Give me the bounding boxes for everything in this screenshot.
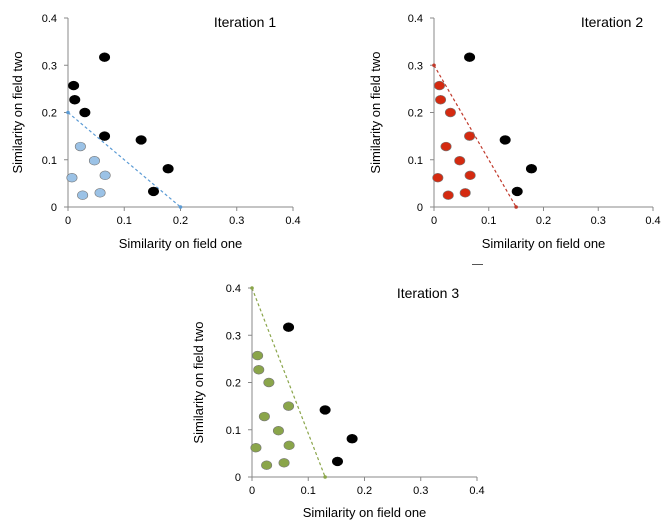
data-point bbox=[74, 141, 86, 152]
data-point bbox=[79, 107, 91, 118]
y-axis-label: Similarity on field two bbox=[10, 51, 25, 173]
chart-iteration-2: 0 0.1 0.2 0.3 0.4 0 0.1 0.2 0.3 0.4 Similarity on … bbox=[368, 13, 661, 251]
data-point bbox=[346, 434, 358, 444]
data-point bbox=[99, 131, 111, 141]
y-tick-label: 0.4 bbox=[42, 13, 57, 25]
x-tick-label: 0.4 bbox=[469, 485, 484, 497]
data-point bbox=[69, 95, 81, 105]
boundary-line-endpoint bbox=[250, 286, 254, 290]
data-point bbox=[331, 456, 343, 467]
x-tick-label: 0 bbox=[65, 215, 71, 227]
y-tick-label: 0.3 bbox=[408, 60, 423, 72]
y-tick-label: 0.4 bbox=[226, 283, 241, 295]
data-point bbox=[278, 458, 290, 468]
data-point bbox=[162, 164, 174, 174]
data-point bbox=[464, 131, 476, 141]
data-point bbox=[258, 411, 270, 422]
data-point bbox=[94, 188, 106, 198]
data-point bbox=[433, 80, 445, 91]
data-point bbox=[442, 190, 454, 200]
data-point bbox=[263, 377, 275, 388]
data-point bbox=[319, 405, 331, 415]
boundary-line-endpoint bbox=[514, 205, 518, 209]
boundary-line-endpoint bbox=[66, 110, 70, 115]
y-tick-label: 0.3 bbox=[42, 60, 57, 72]
boundary-line-endpoint bbox=[432, 63, 436, 68]
data-point bbox=[464, 52, 476, 62]
x-tick-label: 0.1 bbox=[481, 215, 496, 227]
chart-iteration-3: 0 0.1 0.2 0.3 0.4 0 0.1 0.2 0.3 0.4 Similarity on … bbox=[191, 283, 485, 520]
x-axis-label: Similarity on field one bbox=[119, 236, 243, 251]
chart-title: Iteration 3 bbox=[397, 285, 459, 301]
boundary-line bbox=[67, 112, 181, 208]
y-tick-label: 0.1 bbox=[42, 155, 57, 167]
data-point bbox=[99, 52, 111, 62]
data-point bbox=[464, 170, 476, 181]
data-point bbox=[454, 155, 466, 166]
x-tick-label: 0.2 bbox=[173, 215, 188, 227]
y-tick-label: 0.1 bbox=[408, 155, 423, 167]
y-tick-label: 0 bbox=[51, 202, 57, 214]
boundary-line-endpoint bbox=[178, 205, 183, 209]
data-point bbox=[68, 80, 80, 91]
y-tick-label: 0.2 bbox=[42, 108, 57, 120]
data-point bbox=[459, 188, 471, 198]
x-axis-label: Similarity on field one bbox=[303, 505, 427, 520]
data-point bbox=[250, 443, 262, 453]
y-axis-label: Similarity on field two bbox=[368, 51, 383, 173]
data-point bbox=[440, 141, 452, 152]
data-point bbox=[283, 440, 295, 451]
x-tick-label: 0 bbox=[431, 215, 437, 227]
data-point bbox=[272, 425, 284, 436]
data-point bbox=[435, 95, 447, 105]
data-point bbox=[148, 186, 160, 197]
x-axis-label: Similarity on field one bbox=[482, 236, 606, 251]
y-tick-label: 0.1 bbox=[226, 425, 241, 437]
x-tick-label: 0.1 bbox=[301, 485, 316, 497]
data-point bbox=[525, 164, 537, 174]
x-tick-label: 0.1 bbox=[117, 215, 132, 227]
y-axis-label: Similarity on field two bbox=[191, 321, 206, 443]
y-tick-label: 0.2 bbox=[408, 108, 423, 120]
y-tick-label: 0.2 bbox=[226, 378, 241, 390]
y-tick-label: 0.3 bbox=[226, 330, 241, 342]
data-point bbox=[253, 365, 265, 375]
data-point bbox=[283, 322, 295, 332]
chart-title: Iteration 1 bbox=[214, 14, 276, 30]
x-tick-label: 0.2 bbox=[357, 485, 372, 497]
data-point bbox=[252, 350, 264, 361]
data-point bbox=[135, 135, 147, 145]
x-tick-label: 0.3 bbox=[591, 215, 606, 227]
data-point bbox=[499, 135, 511, 145]
data-point bbox=[444, 107, 456, 118]
x-tick-label: 0 bbox=[249, 485, 255, 497]
x-tick-label: 0.3 bbox=[413, 485, 428, 497]
data-point bbox=[283, 401, 295, 411]
data-point bbox=[99, 170, 111, 181]
data-point bbox=[261, 460, 273, 470]
y-tick-label: 0.4 bbox=[408, 13, 423, 25]
data-point bbox=[66, 173, 78, 183]
data-point bbox=[511, 186, 523, 197]
boundary-line-endpoint bbox=[323, 475, 327, 479]
chart-title: Iteration 2 bbox=[581, 14, 643, 30]
y-tick-label: 0 bbox=[235, 472, 241, 484]
x-tick-label: 0.3 bbox=[229, 215, 244, 227]
boundary-line bbox=[251, 287, 326, 478]
x-tick-label: 0.4 bbox=[285, 215, 300, 227]
x-tick-label: 0.4 bbox=[645, 215, 660, 227]
x-tick-label: 0.2 bbox=[536, 215, 551, 227]
y-tick-label: 0 bbox=[417, 202, 423, 214]
data-point bbox=[432, 173, 444, 183]
data-point bbox=[77, 190, 89, 200]
data-point bbox=[88, 155, 100, 166]
chart-iteration-1: 0 0.1 0.2 0.3 0.4 0 0.1 0.2 0.3 0.4 Similarity on … bbox=[10, 13, 301, 251]
stray-mark bbox=[472, 264, 483, 265]
